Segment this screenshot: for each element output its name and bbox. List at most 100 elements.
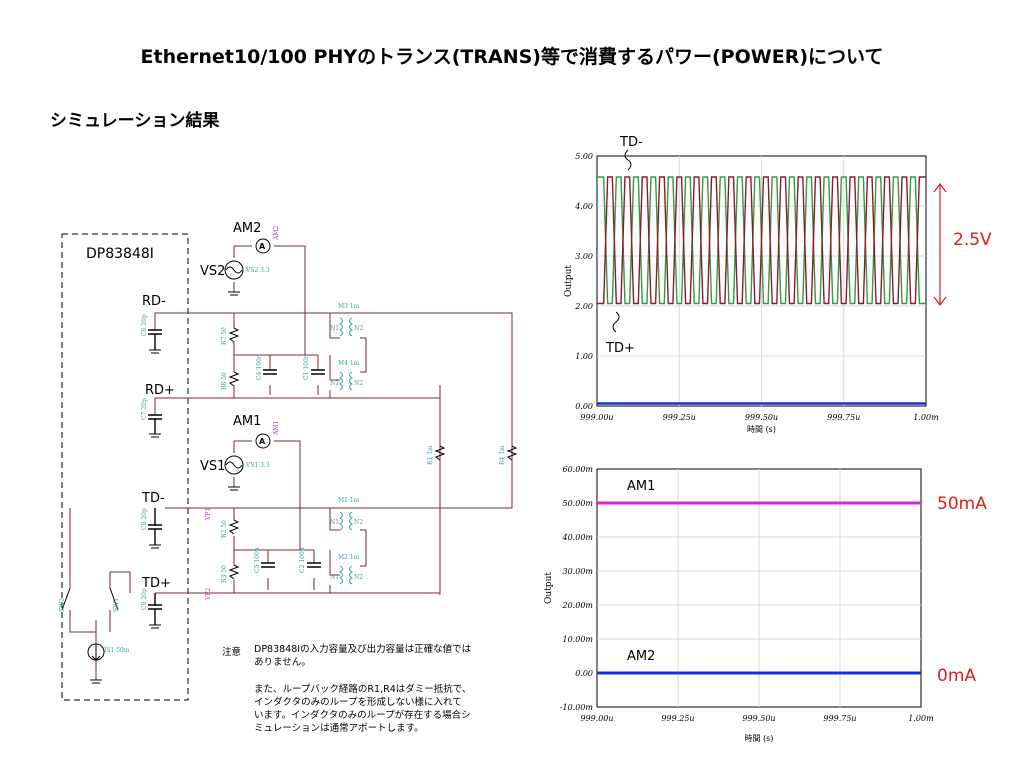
svg-text:SW1: SW1 xyxy=(113,598,120,612)
svg-text:VP2: VP2 xyxy=(205,588,212,601)
note-label: 注意 xyxy=(222,647,242,658)
svg-text:VS1 3.3: VS1 3.3 xyxy=(245,462,270,469)
svg-text:N2: N2 xyxy=(354,574,363,581)
x-tick-label: 999.25u xyxy=(663,413,696,422)
y-tick-label: 40.00m xyxy=(562,533,594,542)
svg-text:N2: N2 xyxy=(354,325,363,332)
svg-text:N1: N1 xyxy=(330,519,339,526)
slide-subtitle: シミュレーション結果 xyxy=(50,111,220,131)
y-tick-label: 4.00 xyxy=(574,202,593,211)
note-line-2: ありません。 xyxy=(254,657,311,668)
svg-text:VS2 3.3: VS2 3.3 xyxy=(245,267,270,274)
net-rd-minus: RD- xyxy=(142,294,166,309)
svg-text:R4 1m: R4 1m xyxy=(499,445,506,465)
net-td-plus: TD+ xyxy=(141,576,171,591)
net-rd-plus: RD+ xyxy=(145,383,175,398)
slide-title: Ethernet10/100 PHYのトランス(TRANS)等で消費するパワー(… xyxy=(140,46,884,68)
svg-text:N1: N1 xyxy=(330,574,339,581)
y-tick-label: 0.00 xyxy=(575,402,593,411)
x-tick-label: 999.25u xyxy=(661,714,694,723)
svg-text:R7 50: R7 50 xyxy=(221,327,228,345)
x-tick-label: 1.00m xyxy=(913,413,939,422)
svg-text:IS1 50m: IS1 50m xyxy=(104,647,130,654)
note-line-6: ミュレーションは通常アボートします。 xyxy=(254,723,424,734)
svg-text:N2: N2 xyxy=(354,519,363,526)
note-line-1: DP83848Iの入力容量及び出力容量は正確な値では xyxy=(254,644,472,655)
series-line-0 xyxy=(597,176,926,305)
x-tick-label: 999.75u xyxy=(823,714,856,723)
y-axis-label: Output xyxy=(564,265,574,297)
y-tick-label: -10.00m xyxy=(560,703,594,712)
note-line-3: また、ループバック経路のR1,R4はダミー抵抗で、 xyxy=(254,684,472,695)
x-tick-label: 999.00u xyxy=(580,413,613,422)
x-tick-label: 999.75u xyxy=(827,413,860,422)
annotation-td-minus-pointer xyxy=(624,149,632,171)
y-tick-label: 3.00 xyxy=(575,252,593,261)
y-tick-label: 5.00 xyxy=(575,152,593,161)
y-tick-label: 50.00m xyxy=(563,499,594,508)
svg-text:R3 50: R3 50 xyxy=(221,565,228,583)
svg-text:N1: N1 xyxy=(330,380,339,387)
label-am2: AM2 xyxy=(233,221,261,236)
svg-text:C6 20p: C6 20p xyxy=(141,314,148,336)
svg-text:C5 100n: C5 100n xyxy=(254,547,261,573)
x-axis-label: 時間 (s) xyxy=(747,425,776,434)
note-line-4: インダクタのみのループを形成しない様に入れて xyxy=(254,697,462,708)
annotation-swing: 2.5V xyxy=(953,230,992,250)
label-vs1: VS1 xyxy=(200,459,225,474)
svg-text:A: A xyxy=(259,437,266,446)
x-tick-label: 999.50u xyxy=(742,714,775,723)
y-tick-label: 0.00 xyxy=(575,669,593,678)
y-tick-label: 2.00 xyxy=(574,302,593,311)
net-td-minus: TD- xyxy=(141,491,165,506)
svg-text:C9 20p: C9 20p xyxy=(141,588,148,610)
svg-text:R8 50: R8 50 xyxy=(221,372,228,390)
chip-outline xyxy=(61,233,189,701)
x-tick-label: 1.00m xyxy=(908,714,934,723)
svg-text:R2 50: R2 50 xyxy=(221,520,228,538)
svg-text:M3 1m: M3 1m xyxy=(338,303,360,310)
svg-text:C1 100n: C1 100n xyxy=(303,354,310,380)
series-line-1 xyxy=(597,176,926,305)
y-tick-label: 10.00m xyxy=(563,635,594,644)
annotation-td-plus-pointer xyxy=(612,311,620,333)
wire-rd-minus xyxy=(155,312,513,509)
y-tick-label: 30.00m xyxy=(563,567,594,576)
annotation-am1: AM1 xyxy=(627,479,655,494)
x-axis-label: 時間 (s) xyxy=(745,734,774,743)
y-tick-label: 60.00m xyxy=(563,465,594,474)
svg-text:C4 100n: C4 100n xyxy=(256,354,263,380)
y-tick-label: 1.00 xyxy=(575,352,593,361)
svg-text:VP1: VP1 xyxy=(205,508,212,521)
swing-arrow xyxy=(933,183,947,306)
annotation-td-minus: TD- xyxy=(619,135,643,150)
svg-text:C2 100n: C2 100n xyxy=(299,547,306,573)
note-line-5: います。インダクタのみのループが存在する場合シ xyxy=(254,710,471,721)
annotation-td-plus: TD+ xyxy=(605,341,635,356)
x-tick-label: 999.50u xyxy=(745,413,778,422)
svg-text:R1 1m: R1 1m xyxy=(427,445,434,465)
y-axis-label: Output xyxy=(544,572,554,604)
annotation-am1-value: 50mA xyxy=(937,494,987,514)
svg-text:N2: N2 xyxy=(354,380,363,387)
svg-text:C7 20p: C7 20p xyxy=(141,398,148,420)
svg-text:A: A xyxy=(259,242,266,251)
svg-text:AM2: AM2 xyxy=(273,226,280,241)
y-tick-label: 20.00m xyxy=(562,601,594,610)
svg-text:M1 1m: M1 1m xyxy=(338,497,360,504)
chip-label: DP83848I xyxy=(86,246,154,262)
svg-text:M4 1m: M4 1m xyxy=(338,360,360,367)
svg-text:N1: N1 xyxy=(330,325,339,332)
label-vs2: VS2 xyxy=(200,264,225,279)
svg-text:M2 1m: M2 1m xyxy=(338,554,360,561)
x-tick-label: 999.00u xyxy=(580,714,613,723)
label-am1: AM1 xyxy=(233,414,261,429)
annotation-am2: AM2 xyxy=(627,649,655,664)
annotation-am2-value: 0mA xyxy=(937,666,976,686)
svg-text:C8 20p: C8 20p xyxy=(141,508,148,530)
svg-text:AM1: AM1 xyxy=(273,421,280,436)
svg-text:SW2: SW2 xyxy=(59,598,66,612)
